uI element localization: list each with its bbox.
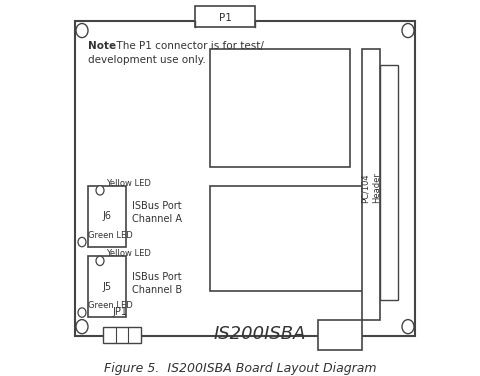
Circle shape bbox=[402, 23, 414, 38]
Text: development use only.: development use only. bbox=[88, 55, 206, 65]
Bar bbox=[103, 327, 141, 343]
Bar bbox=[210, 186, 365, 291]
Text: The P1 connector is for test/: The P1 connector is for test/ bbox=[110, 41, 264, 51]
Bar bbox=[88, 256, 126, 317]
Circle shape bbox=[96, 186, 104, 195]
Text: Green LED: Green LED bbox=[88, 301, 133, 310]
Text: J5: J5 bbox=[102, 282, 111, 292]
Text: Yellow LED: Yellow LED bbox=[106, 250, 151, 259]
Text: ISBus Port
Channel A: ISBus Port Channel A bbox=[132, 201, 182, 224]
Text: Green LED: Green LED bbox=[88, 231, 133, 240]
Text: J6: J6 bbox=[103, 211, 111, 221]
Text: Yellow LED: Yellow LED bbox=[106, 179, 151, 188]
Bar bbox=[380, 65, 398, 300]
Bar bbox=[88, 186, 126, 247]
Text: PC/104
Header: PC/104 Header bbox=[361, 173, 381, 203]
Circle shape bbox=[96, 256, 104, 265]
Circle shape bbox=[402, 320, 414, 334]
Circle shape bbox=[78, 237, 86, 247]
Circle shape bbox=[76, 23, 88, 38]
Text: JP1: JP1 bbox=[112, 307, 128, 317]
Bar bbox=[195, 6, 255, 27]
Bar bbox=[210, 49, 350, 167]
Bar bbox=[318, 320, 362, 350]
Bar bbox=[75, 21, 415, 336]
Text: ISBus Port
Channel B: ISBus Port Channel B bbox=[132, 271, 182, 295]
Text: Note: Note bbox=[88, 41, 116, 51]
Text: P1: P1 bbox=[218, 13, 231, 23]
Text: IS200ISBA: IS200ISBA bbox=[214, 325, 306, 343]
Text: Figure 5.  IS200ISBA Board Layout Diagram: Figure 5. IS200ISBA Board Layout Diagram bbox=[104, 362, 376, 375]
Circle shape bbox=[76, 320, 88, 334]
Circle shape bbox=[78, 308, 86, 317]
Bar bbox=[362, 49, 380, 320]
